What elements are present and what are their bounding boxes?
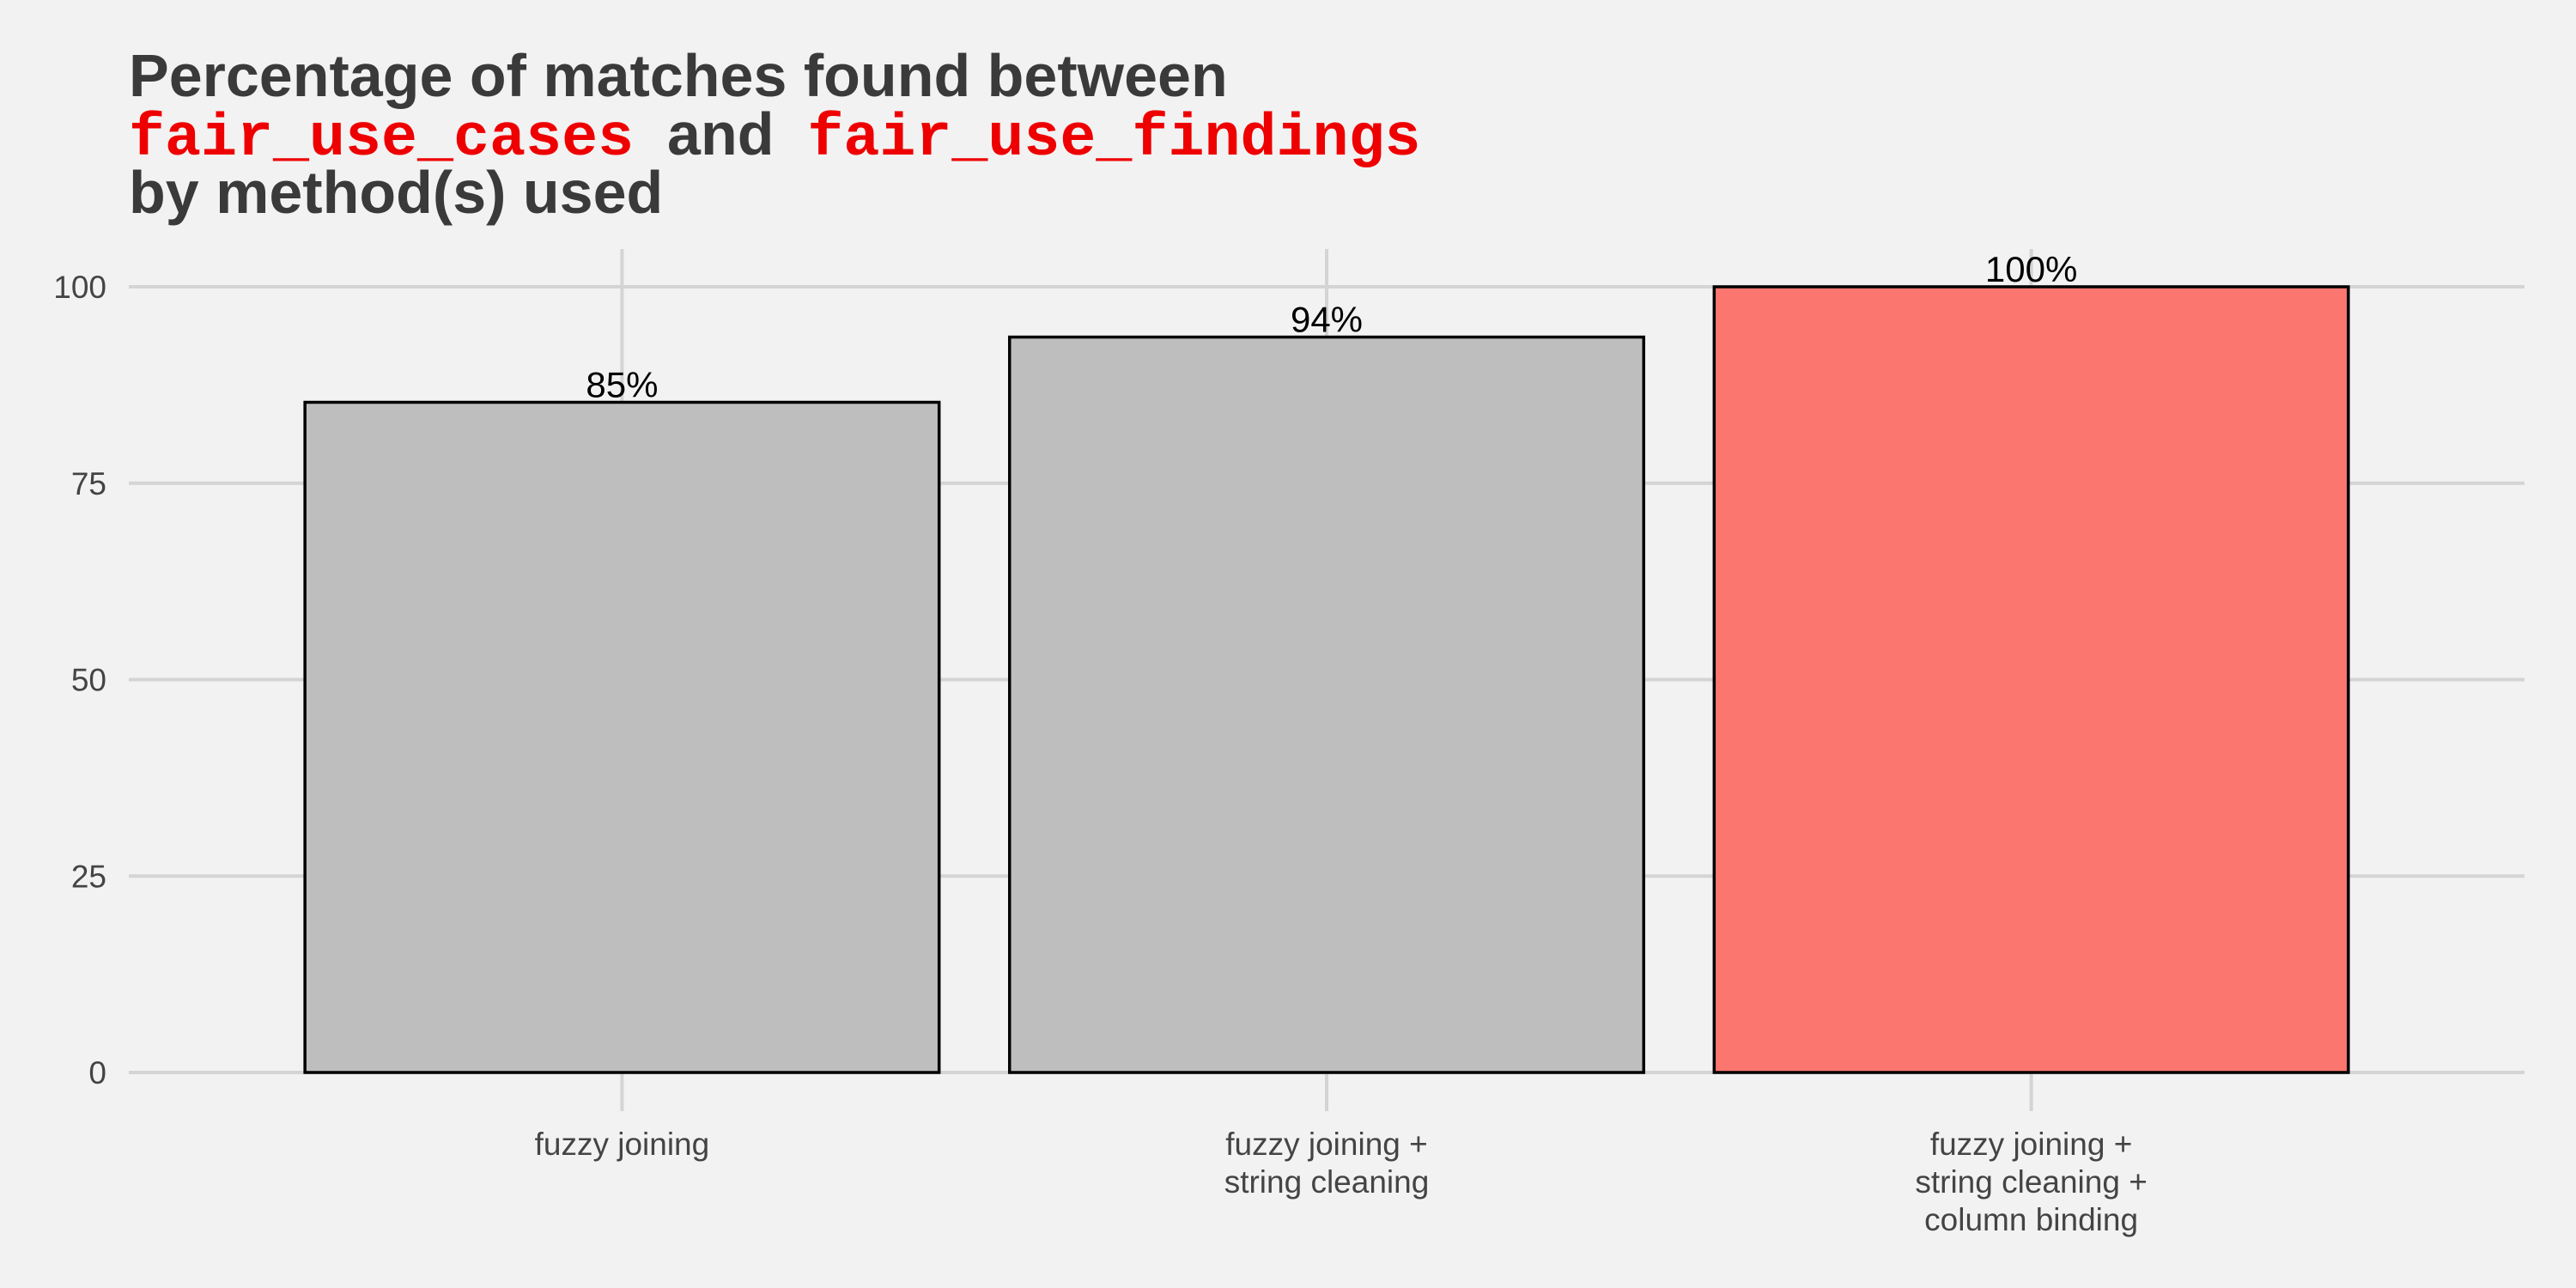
title-code-findings: fair_use_findings [807,106,1420,173]
chart-title-line2: fair_use_cases and fair_use_findings [129,100,1421,173]
bar-data-label: 100% [1985,249,2077,289]
title-code-cases: fair_use_cases [129,106,634,173]
chart-title-line3: by method(s) used [129,159,663,226]
label-layer: 85% 94% 100% [586,249,2077,405]
x-tick-label-line: fuzzy joining + [1930,1127,2133,1162]
x-tick-label-line: string cleaning + [1915,1164,2147,1200]
y-tick-label: 100 [53,270,106,305]
bar [303,400,941,1074]
x-tick-label: fuzzy joining + string cleaning [1224,1127,1430,1200]
x-tick-label-line: string cleaning [1224,1164,1430,1200]
y-tick-label: 0 [88,1055,106,1091]
x-tick-label-line: column binding [1924,1202,2138,1237]
chart-title-line1: Percentage of matches found between [129,42,1228,109]
title-and: and [651,100,791,167]
y-tick-label: 25 [71,859,106,894]
y-tick-label: 50 [71,663,106,698]
x-tick-label: fuzzy joining + string cleaning + column b… [1915,1127,2147,1237]
bar [1712,285,2350,1074]
bar [1007,335,1646,1074]
x-tick-label: fuzzy joining [535,1127,710,1162]
x-tick-label-line: fuzzy joining [535,1127,710,1162]
bar-data-label: 94% [1291,300,1363,340]
x-tick-label-line: fuzzy joining + [1225,1127,1428,1162]
bar-layer [303,285,2350,1074]
bar-data-label: 85% [586,365,658,405]
y-tick-label: 75 [71,466,106,501]
